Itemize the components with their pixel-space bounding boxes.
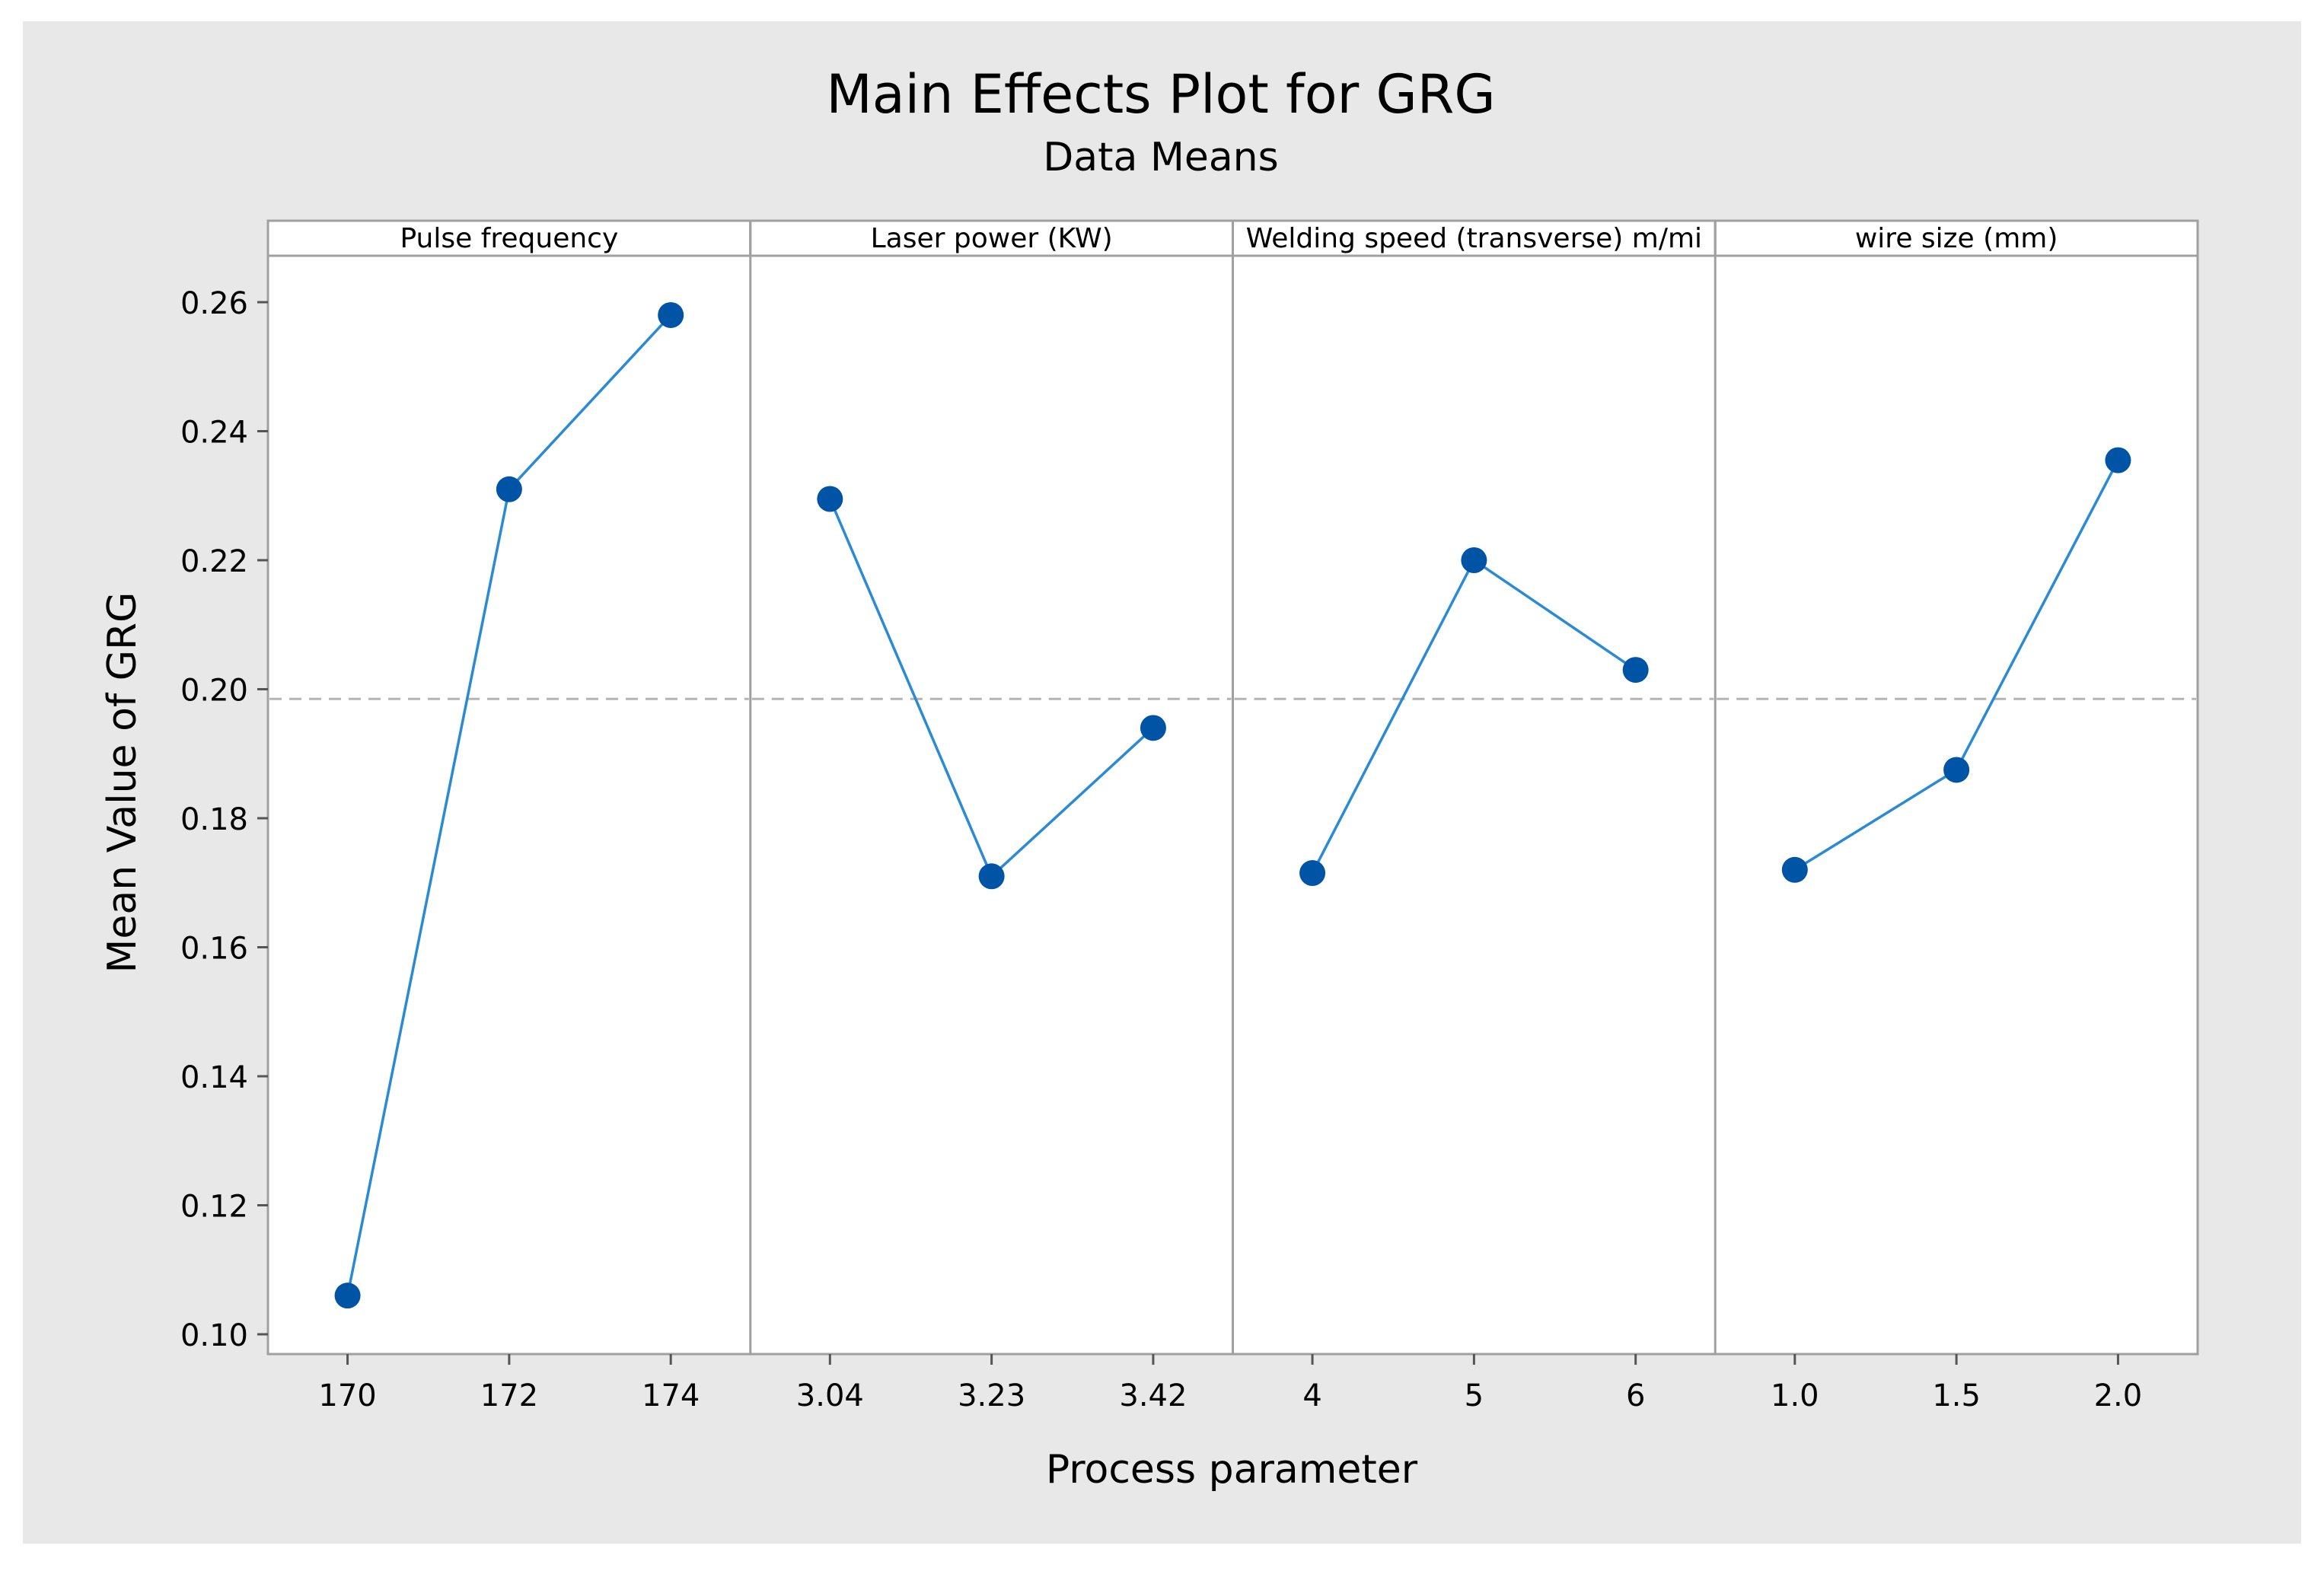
panel: Pulse frequency 170 172 174: [266, 219, 752, 1413]
data-point: [1299, 860, 1326, 887]
data-point: [334, 1283, 361, 1309]
y-tick-label: 0.12: [180, 1190, 248, 1225]
x-tick-label: 170: [318, 1378, 376, 1413]
data-point: [978, 863, 1005, 890]
data-point: [1140, 715, 1166, 741]
x-axis-label: Process parameter: [1046, 1447, 1418, 1493]
data-point: [1622, 657, 1649, 684]
data-point: [658, 301, 684, 328]
y-tick-label: 0.22: [180, 544, 248, 579]
data-point: [496, 476, 522, 502]
y-tick-label: 0.16: [180, 932, 248, 967]
panel: Welding speed (transverse) m/mi 4 5 6: [1232, 219, 1717, 1413]
panel-strip: [1714, 219, 2199, 257]
data-point: [1781, 856, 1808, 883]
y-tick-label: 0.14: [180, 1060, 248, 1095]
x-tick-label: 6: [1626, 1378, 1645, 1413]
panel-title: wire size (mm): [1855, 223, 2058, 254]
panel: Laser power (KW) 3.04 3.23 3.42: [749, 219, 1234, 1413]
x-tick-label: 3.04: [796, 1378, 864, 1413]
y-tick-label: 0.24: [180, 416, 248, 451]
panel-strip: [266, 219, 752, 257]
data-point: [2105, 447, 2131, 473]
x-tick-label: 174: [642, 1378, 700, 1413]
chart-subtitle: Data Means: [1043, 135, 1278, 180]
panel-title: Welding speed (transverse) m/mi: [1246, 223, 1702, 254]
panel-title: Laser power (KW): [871, 223, 1113, 254]
x-tick-label: 4: [1302, 1378, 1321, 1413]
y-tick-label: 0.26: [180, 286, 248, 321]
x-tick-label: 2.0: [2094, 1378, 2143, 1413]
y-axis-label: Mean Value of GRG: [100, 592, 145, 974]
panels: Pulse frequency 170 172 174 Laser power (KW)…: [266, 219, 2199, 1413]
panel-title: Pulse frequency: [400, 223, 618, 254]
y-axis: 0.10 0.12 0.14 0.16 0.18 0.20 0.22 0.24 0.26: [180, 286, 268, 1353]
panel: wire size (mm) 1.0 1.5 2.0: [1714, 219, 2199, 1413]
x-tick-label: 172: [480, 1378, 538, 1413]
data-point: [1943, 757, 1970, 783]
chart-title: Main Effects Plot for GRG: [826, 63, 1495, 126]
panel-strip: [749, 219, 1234, 257]
x-tick-label: 3.42: [1119, 1378, 1187, 1413]
y-tick-label: 0.20: [180, 674, 248, 709]
x-tick-label: 1.0: [1771, 1378, 1819, 1413]
data-point: [1461, 547, 1487, 573]
x-tick-label: 5: [1465, 1378, 1484, 1413]
data-point: [817, 486, 843, 512]
x-tick-label: 1.5: [1932, 1378, 1981, 1413]
x-tick-label: 3.23: [958, 1378, 1025, 1413]
y-tick-label: 0.18: [180, 802, 248, 837]
y-tick-label: 0.10: [180, 1318, 248, 1353]
